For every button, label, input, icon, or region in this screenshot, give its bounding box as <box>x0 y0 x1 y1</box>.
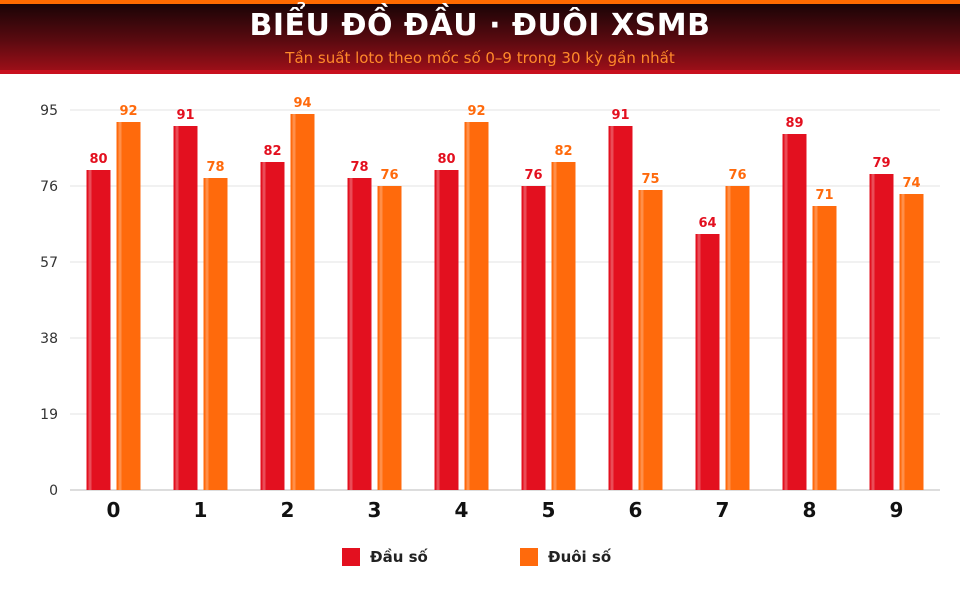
y-tick-label: 19 <box>40 407 58 423</box>
bar-highlight <box>88 170 92 490</box>
data-label-dau-9: 79 <box>872 156 890 171</box>
legend-swatch-dau <box>342 548 360 566</box>
bar-highlight <box>553 162 557 490</box>
y-tick-label: 38 <box>40 331 58 347</box>
bar-dau-2 <box>260 162 285 490</box>
bar-dau-7 <box>695 234 720 490</box>
bar-duoi-3 <box>377 186 402 490</box>
x-category-label: 6 <box>629 498 643 522</box>
bar-dau-0 <box>86 170 111 490</box>
bar-highlight <box>349 178 353 490</box>
bar-dau-3 <box>347 178 372 490</box>
data-label-dau-2: 82 <box>263 144 281 159</box>
legend-swatch-duoi <box>520 548 538 566</box>
legend-item-dau: Đầu số <box>342 544 428 570</box>
bar-highlight <box>436 170 440 490</box>
bar-duoi-1 <box>203 178 228 490</box>
bar-highlight <box>640 190 644 490</box>
bar-highlight <box>205 178 209 490</box>
bar-duoi-7 <box>725 186 750 490</box>
bar-duoi-9 <box>899 194 924 490</box>
bar-highlight <box>901 194 905 490</box>
y-tick-label: 76 <box>40 179 58 195</box>
x-category-label: 3 <box>368 498 382 522</box>
y-tick-label: 57 <box>40 255 58 271</box>
data-label-duoi-2: 94 <box>293 96 311 111</box>
data-label-dau-4: 80 <box>437 152 455 167</box>
data-label-duoi-5: 82 <box>554 144 572 159</box>
x-category-label: 5 <box>542 498 556 522</box>
bar-dau-5 <box>521 186 546 490</box>
bar-duoi-2 <box>290 114 315 490</box>
bar-highlight <box>727 186 731 490</box>
chart-header: BIỂU ĐỒ ĐẦU · ĐUÔI XSMB Tần suất loto th… <box>0 4 960 70</box>
bar-duoi-4 <box>464 122 489 490</box>
bar-dau-1 <box>173 126 198 490</box>
bar-dau-8 <box>782 134 807 490</box>
bar-dau-4 <box>434 170 459 490</box>
gridlines <box>70 109 940 491</box>
bar-highlight <box>784 134 788 490</box>
x-category-label: 0 <box>107 498 121 522</box>
legend-item-duoi: Đuôi số <box>520 544 611 570</box>
data-label-duoi-3: 76 <box>380 168 398 183</box>
data-label-dau-8: 89 <box>785 116 803 131</box>
x-category-label: 7 <box>716 498 730 522</box>
data-label-dau-6: 91 <box>611 108 629 123</box>
bar-highlight <box>466 122 470 490</box>
legend-label-dau: Đầu số <box>370 548 428 566</box>
bar-highlight <box>697 234 701 490</box>
data-label-duoi-9: 74 <box>902 176 920 191</box>
bar-duoi-0 <box>116 122 141 490</box>
data-label-dau-7: 64 <box>698 216 716 231</box>
y-axis-ticks: 0 19 38 57 76 95 <box>40 103 58 499</box>
header-accent-line <box>0 70 960 74</box>
x-category-label: 1 <box>194 498 208 522</box>
chart-title: BIỂU ĐỒ ĐẦU · ĐUÔI XSMB <box>249 8 711 43</box>
bar-dau-9 <box>869 174 894 490</box>
bar-highlight <box>523 186 527 490</box>
data-label-duoi-8: 71 <box>815 188 833 203</box>
bars <box>86 114 924 490</box>
bar-duoi-5 <box>551 162 576 490</box>
data-label-duoi-6: 75 <box>641 172 659 187</box>
legend-label-duoi: Đuôi số <box>548 548 612 566</box>
data-labels: 80 92 91 78 82 94 78 76 80 92 76 82 91 75 64 76 89 71 79 74 <box>89 96 920 231</box>
x-category-label: 8 <box>803 498 817 522</box>
bar-highlight <box>175 126 179 490</box>
data-label-dau-0: 80 <box>89 152 107 167</box>
x-category-label: 2 <box>281 498 295 522</box>
bar-duoi-6 <box>638 190 663 490</box>
bar-highlight <box>262 162 266 490</box>
bar-highlight <box>292 114 296 490</box>
data-label-dau-1: 91 <box>176 108 194 123</box>
data-label-duoi-4: 92 <box>467 104 485 119</box>
bar-highlight <box>379 186 383 490</box>
legend: Đầu số Đuôi số <box>0 544 960 570</box>
y-tick-label: 95 <box>40 103 58 119</box>
chart-subtitle: Tần suất loto theo mốc số 0–9 trong 30 k… <box>285 49 675 67</box>
data-label-duoi-1: 78 <box>206 160 224 175</box>
bar-highlight <box>871 174 875 490</box>
data-label-duoi-0: 92 <box>119 104 137 119</box>
y-tick-label: 0 <box>49 483 58 499</box>
bar-duoi-8 <box>812 206 837 490</box>
bar-dau-6 <box>608 126 633 490</box>
data-label-duoi-7: 76 <box>728 168 746 183</box>
x-axis-categories: 0 1 2 3 4 5 6 7 8 9 <box>107 498 904 522</box>
bar-highlight <box>118 122 122 490</box>
data-label-dau-5: 76 <box>524 168 542 183</box>
header-top-strip <box>0 0 960 4</box>
data-label-dau-3: 78 <box>350 160 368 175</box>
x-category-label: 4 <box>455 498 469 522</box>
x-category-label: 9 <box>890 498 904 522</box>
bar-highlight <box>814 206 818 490</box>
bar-highlight <box>610 126 614 490</box>
